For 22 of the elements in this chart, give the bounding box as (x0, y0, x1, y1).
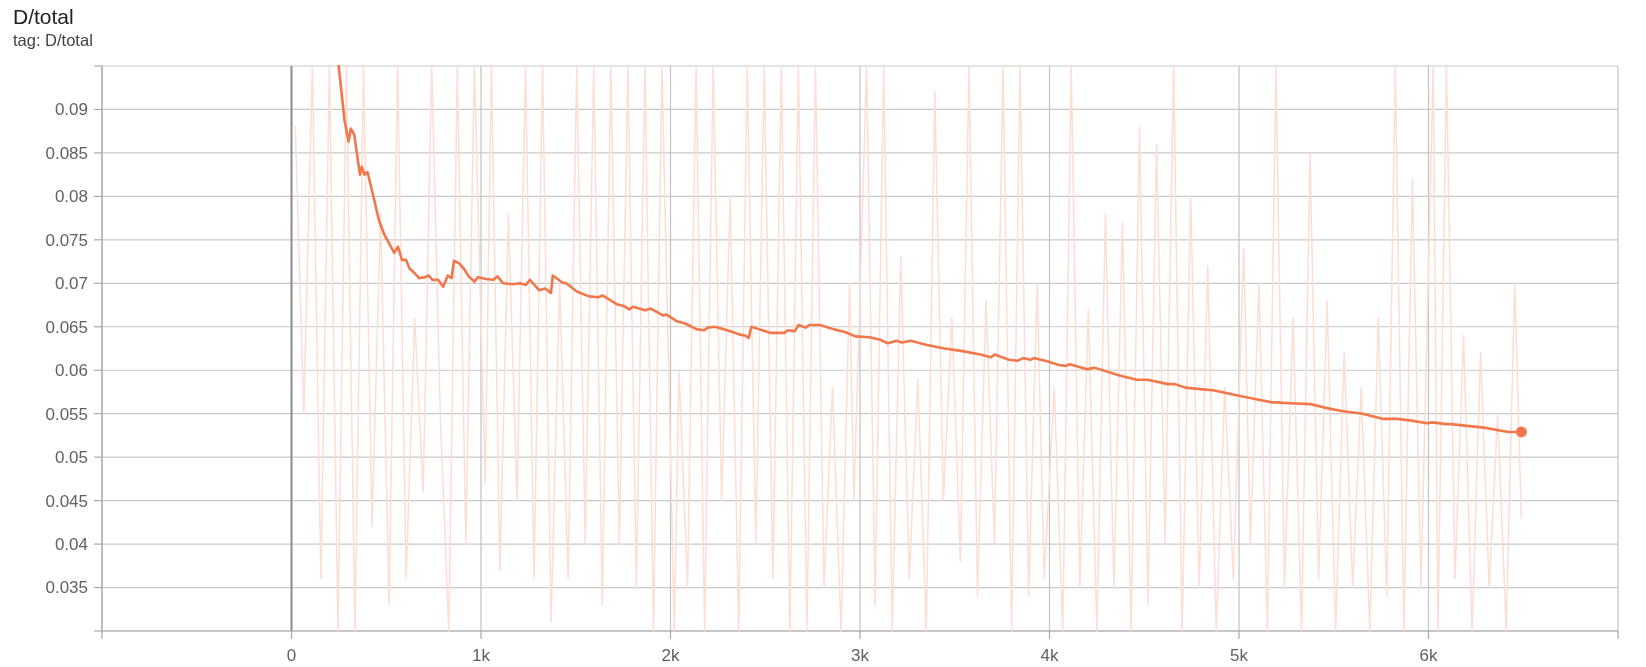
x-tick-label: 3k (851, 646, 870, 665)
y-tick-label: 0.04 (54, 535, 88, 555)
x-tick-label: 0 (286, 646, 297, 665)
line-series (294, 65, 1523, 632)
y-tick-label: 0.075 (45, 230, 88, 250)
y-tick-label: 0.035 (45, 578, 88, 598)
x-tick-label: 6k (1419, 646, 1438, 665)
y-tick-label: 0.07 (54, 274, 88, 294)
y-tick-label: 0.085 (45, 143, 88, 163)
x-tick-label: 1k (472, 646, 491, 665)
chart-subtitle: tag: D/total (13, 31, 93, 49)
y-tick-label: 0.05 (54, 448, 88, 468)
x-tick-label: 5k (1230, 646, 1249, 665)
y-tick-label: 0.08 (54, 187, 88, 207)
y-tick-label: 0.065 (45, 317, 88, 337)
chart-title: D/total (13, 5, 74, 28)
y-tick-label: 0.09 (54, 100, 88, 120)
y-tick-label: 0.045 (45, 491, 88, 511)
x-tick-label: 4k (1040, 646, 1059, 665)
x-tick-label: 2k (661, 646, 680, 665)
y-tick-label: 0.055 (45, 404, 88, 424)
y-tick-label: 0.06 (54, 361, 88, 381)
